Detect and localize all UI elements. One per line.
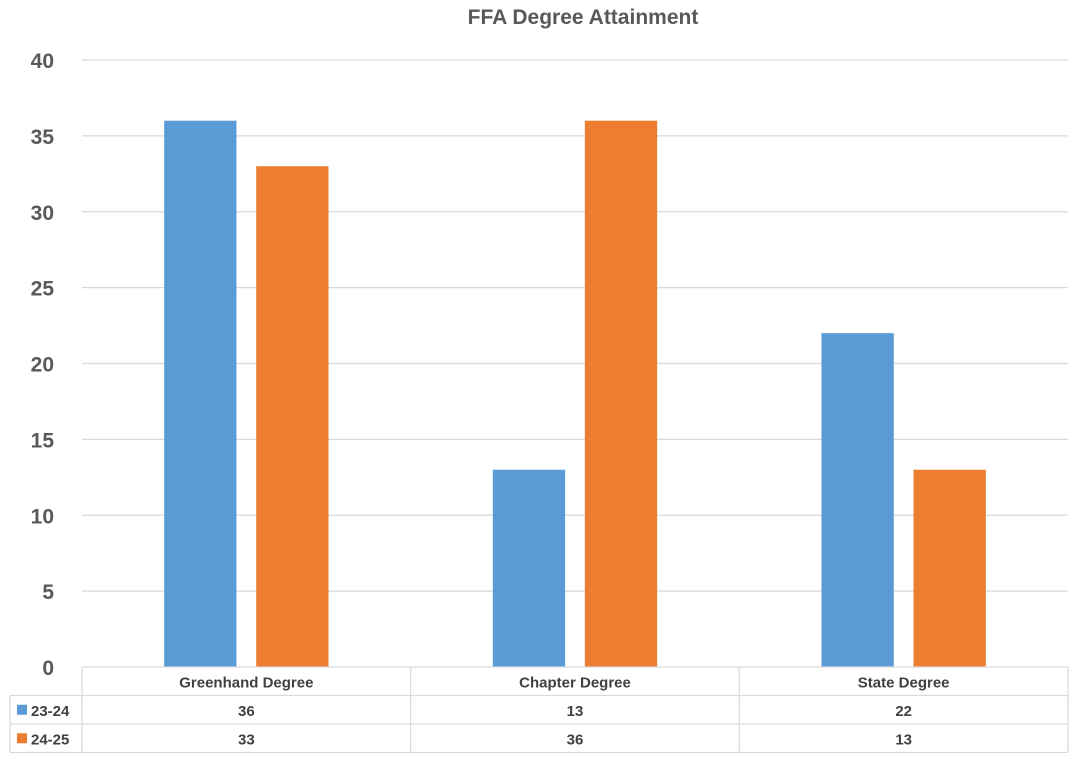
y-tick-label: 30 — [31, 202, 54, 225]
table-value: 36 — [567, 731, 584, 748]
bar-24-25-state-degree — [913, 469, 986, 667]
series-name: 23-24 — [31, 703, 70, 720]
bar-24-25-chapter-degree — [584, 120, 658, 667]
category-label: Greenhand Degree — [179, 674, 313, 691]
table-value: 13 — [567, 703, 584, 720]
bar-23-24-greenhand-degree — [164, 120, 237, 667]
data-table: Greenhand Degree Chapter Degree State Degr… — [9, 666, 1069, 754]
bars — [164, 120, 986, 667]
y-tick-label: 35 — [31, 126, 55, 149]
chart-title: FFA Degree Attainment — [468, 6, 699, 29]
category-label: State Degree — [858, 674, 950, 691]
legend-key-24-25 — [17, 733, 27, 744]
gridlines — [82, 59, 1068, 592]
y-tick-label: 25 — [31, 278, 55, 301]
y-tick-label: 40 — [31, 50, 54, 73]
y-tick-label: 5 — [42, 581, 54, 604]
table-value: 13 — [895, 731, 912, 748]
y-tick-label: 15 — [31, 429, 55, 452]
table-value: 22 — [895, 703, 912, 720]
series-name: 24-25 — [31, 731, 69, 748]
bar-24-25-greenhand-degree — [256, 166, 329, 667]
legend-key-23-24 — [17, 704, 27, 715]
y-tick-label: 20 — [31, 354, 54, 377]
category-label: Chapter Degree — [519, 674, 631, 691]
bar-23-24-state-degree — [821, 333, 894, 667]
y-tick-label: 10 — [31, 505, 54, 528]
bar-23-24-chapter-degree — [492, 469, 566, 667]
table-value: 33 — [238, 731, 255, 748]
table-value: 36 — [238, 703, 255, 720]
y-tick-label: 0 — [42, 657, 54, 680]
y-axis-tick-labels: 0 5 10 15 20 25 30 35 40 — [31, 50, 55, 680]
